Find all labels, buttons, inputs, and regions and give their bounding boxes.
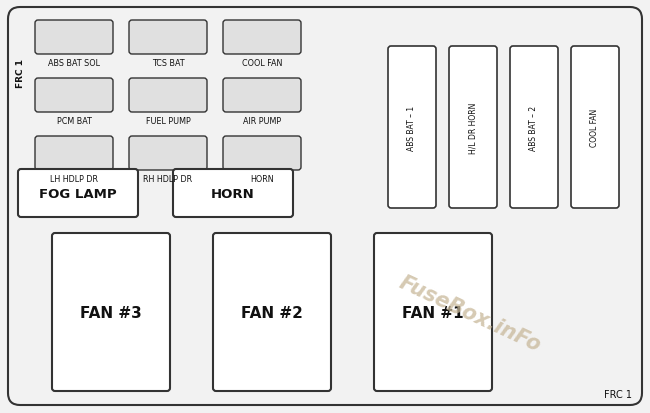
FancyBboxPatch shape [223, 137, 301, 171]
FancyBboxPatch shape [223, 21, 301, 55]
FancyBboxPatch shape [173, 170, 293, 218]
Text: HORN: HORN [250, 175, 274, 183]
FancyBboxPatch shape [18, 170, 138, 218]
FancyBboxPatch shape [129, 21, 207, 55]
Text: HORN: HORN [211, 187, 255, 200]
FancyBboxPatch shape [35, 137, 113, 171]
Text: H/L DR HORN: H/L DR HORN [469, 102, 478, 153]
Text: LH HDLP DR: LH HDLP DR [50, 175, 98, 183]
Text: COOL FAN: COOL FAN [590, 109, 599, 147]
FancyBboxPatch shape [35, 21, 113, 55]
FancyBboxPatch shape [35, 79, 113, 113]
FancyBboxPatch shape [510, 47, 558, 209]
Text: FRC 1: FRC 1 [16, 59, 25, 88]
Text: FUEL PUMP: FUEL PUMP [146, 117, 190, 126]
FancyBboxPatch shape [8, 8, 642, 405]
FancyBboxPatch shape [571, 47, 619, 209]
FancyBboxPatch shape [374, 233, 492, 391]
Text: ABS BAT SOL: ABS BAT SOL [48, 59, 100, 68]
FancyBboxPatch shape [223, 79, 301, 113]
FancyBboxPatch shape [388, 47, 436, 209]
Text: FOG LAMP: FOG LAMP [39, 187, 117, 200]
FancyBboxPatch shape [52, 233, 170, 391]
Text: ABS BAT – 1: ABS BAT – 1 [408, 105, 417, 150]
Text: ABS BAT – 2: ABS BAT – 2 [530, 105, 538, 150]
Text: FAN #2: FAN #2 [241, 305, 303, 320]
Text: COOL FAN: COOL FAN [242, 59, 282, 68]
FancyBboxPatch shape [129, 137, 207, 171]
Text: AIR PUMP: AIR PUMP [243, 117, 281, 126]
Text: FRC 1: FRC 1 [604, 389, 632, 399]
Text: TCS BAT: TCS BAT [151, 59, 185, 68]
Text: RH HDLP DR: RH HDLP DR [144, 175, 192, 183]
FancyBboxPatch shape [129, 79, 207, 113]
Text: FuseBox.inFo: FuseBox.inFo [396, 272, 544, 355]
Text: FAN #3: FAN #3 [80, 305, 142, 320]
Text: FAN #1: FAN #1 [402, 305, 464, 320]
Text: PCM BAT: PCM BAT [57, 117, 92, 126]
FancyBboxPatch shape [449, 47, 497, 209]
FancyBboxPatch shape [213, 233, 331, 391]
